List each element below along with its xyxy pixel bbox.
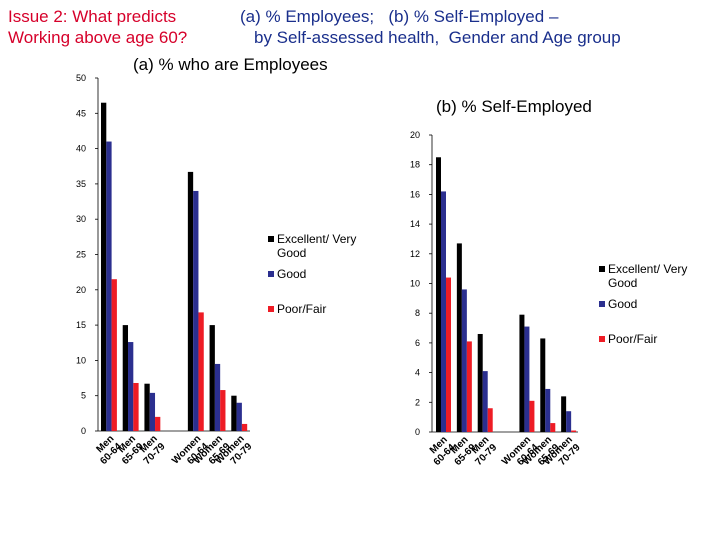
bar-excellent-very-good-4 <box>519 314 525 432</box>
y-tick-label: 20 <box>410 130 420 140</box>
bar-excellent-very-good-5 <box>540 338 546 432</box>
bar-poor-fair-2 <box>155 416 161 431</box>
y-tick-label: 16 <box>410 189 420 199</box>
bar-poor-fair-5 <box>220 390 226 431</box>
y-tick-label: 18 <box>410 160 420 170</box>
y-tick-label: 4 <box>415 368 420 378</box>
legend-swatch <box>599 336 605 342</box>
bar-poor-fair-2 <box>487 408 493 432</box>
legend-swatch <box>599 301 605 307</box>
bar-good-6 <box>236 402 242 431</box>
legend-label: Good <box>608 276 637 290</box>
bar-good-2 <box>482 371 488 432</box>
header-left-line1: Issue 2: What predicts <box>8 7 177 26</box>
bar-poor-fair-1 <box>466 341 472 432</box>
bar-excellent-very-good-0 <box>101 102 107 432</box>
header-right-line2: by Self-assessed health, Gender and Age … <box>254 28 621 47</box>
chart-title-0: (a) % who are Employees <box>133 55 328 74</box>
bar-good-0 <box>441 191 446 432</box>
bar-excellent-very-good-0 <box>436 157 441 432</box>
bar-poor-fair-0 <box>111 279 117 431</box>
y-tick-label: 6 <box>415 338 420 348</box>
legend-label: Poor/Fair <box>608 332 657 346</box>
y-tick-label: 10 <box>410 279 420 289</box>
bar-excellent-very-good-6 <box>231 395 237 431</box>
bar-poor-fair-5 <box>550 423 556 432</box>
bar-poor-fair-0 <box>446 277 451 432</box>
bar-good-0 <box>106 141 112 432</box>
bar-excellent-very-good-2 <box>477 333 483 432</box>
bar-excellent-very-good-1 <box>122 325 129 431</box>
bar-poor-fair-4 <box>198 312 204 431</box>
y-tick-label: 8 <box>415 308 420 318</box>
y-tick-label: 0 <box>81 426 86 436</box>
bar-good-1 <box>128 342 134 431</box>
y-tick-label: 50 <box>76 73 86 83</box>
legend-label: Poor/Fair <box>277 302 326 316</box>
y-tick-label: 45 <box>76 108 86 118</box>
bar-good-4 <box>524 326 530 432</box>
bar-excellent-very-good-4 <box>187 171 194 431</box>
chart-title-1: (b) % Self-Employed <box>436 97 592 116</box>
bar-excellent-very-good-5 <box>209 325 215 431</box>
y-tick-label: 35 <box>76 179 86 189</box>
bar-poor-fair-6 <box>241 423 248 431</box>
bar-good-2 <box>149 392 156 431</box>
bar-poor-fair-4 <box>529 400 535 432</box>
y-tick-label: 40 <box>76 144 86 154</box>
bar-excellent-very-good-1 <box>456 243 462 432</box>
y-tick-label: 14 <box>410 219 420 229</box>
y-tick-label: 10 <box>76 355 86 365</box>
legend-label: Excellent/ Very <box>608 262 687 276</box>
bar-good-4 <box>193 190 199 431</box>
legend-label: Good <box>608 297 637 311</box>
legend-swatch <box>268 306 274 312</box>
bar-good-6 <box>566 411 572 432</box>
bar-poor-fair-1 <box>133 382 139 431</box>
bar-excellent-very-good-2 <box>144 383 150 431</box>
legend-label: Excellent/ Very <box>277 232 356 246</box>
bar-good-5 <box>545 388 551 432</box>
bar-good-1 <box>461 289 467 432</box>
legend-label: Good <box>277 246 306 260</box>
legend-swatch <box>599 266 605 272</box>
legend-swatch <box>268 271 274 277</box>
bar-good-5 <box>214 363 221 431</box>
y-tick-label: 12 <box>410 249 420 259</box>
y-tick-label: 5 <box>81 391 86 401</box>
y-tick-label: 15 <box>76 320 86 330</box>
bar-poor-fair-6 <box>571 430 577 432</box>
y-tick-label: 0 <box>415 427 420 437</box>
header-left-line2: Working above age 60? <box>8 28 188 47</box>
y-tick-label: 25 <box>76 250 86 260</box>
header-right-line1: (a) % Employees; (b) % Self-Employed – <box>240 7 559 26</box>
y-tick-label: 20 <box>76 285 86 295</box>
legend-label: Good <box>277 267 306 281</box>
y-tick-label: 2 <box>415 397 420 407</box>
legend-swatch <box>268 236 274 242</box>
bar-excellent-very-good-6 <box>561 396 567 432</box>
y-tick-label: 30 <box>76 214 86 224</box>
